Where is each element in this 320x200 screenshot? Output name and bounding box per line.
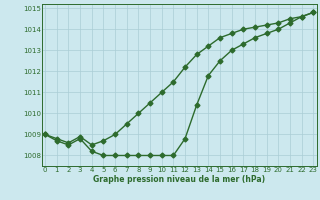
X-axis label: Graphe pression niveau de la mer (hPa): Graphe pression niveau de la mer (hPa) <box>93 175 265 184</box>
